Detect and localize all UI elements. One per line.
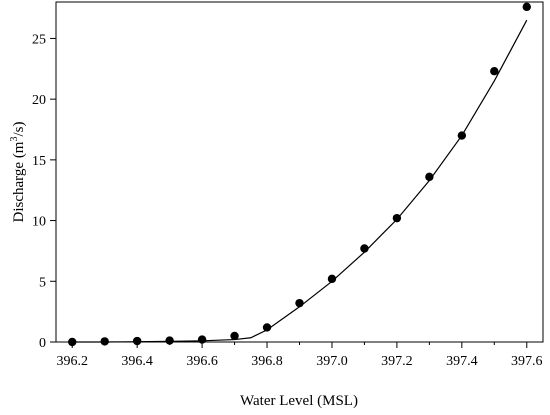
data-point [165,336,174,345]
y-tick-label: 15 [32,154,46,169]
data-point [100,337,109,346]
data-point [490,67,499,76]
y-tick-label: 10 [32,215,46,230]
x-tick-label: 397.2 [381,354,413,369]
data-point [392,213,402,223]
data-point [68,337,77,347]
data-point [295,298,304,308]
x-tick-label: 397.0 [316,354,348,369]
x-tick-label: 397.6 [511,354,543,369]
data-point [425,172,434,182]
fit-curve [72,19,528,343]
data-point [197,335,207,344]
y-axis-label-suffix: /s) [11,122,27,137]
x-tick-label: 396.8 [251,354,283,369]
x-tick-label: 396.2 [56,354,88,369]
data-point [230,331,239,341]
y-tick-label: 5 [39,275,46,290]
data-point [262,323,272,332]
axis-tick-labels: 396.2 396.4 396.6 396.8 397.0 397.2 397.4 397.6… [32,32,543,369]
data-points [68,2,531,347]
y-tick-label: 0 [39,336,46,351]
x-axis-label: Water Level (MSL) [240,393,358,409]
data-point [360,244,369,253]
x-tick-label: 396.4 [121,354,153,369]
data-point [457,131,467,140]
y-tick-label: 20 [32,93,46,108]
axis-ticks [50,37,528,348]
y-axis-label: Discharge (m3/s) [9,122,27,223]
y-axis-label-prefix: Discharge (m [11,141,27,222]
y-tick-label: 25 [32,32,46,47]
y-axis-label-sup: 3 [9,137,20,142]
x-tick-label: 396.6 [186,354,218,369]
data-point [327,274,337,284]
x-tick-label: 397.4 [446,354,478,369]
data-point [132,336,142,346]
data-point [522,2,531,12]
plot-frame [55,1,544,343]
